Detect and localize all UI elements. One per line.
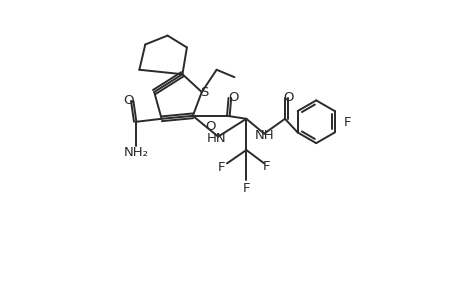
Text: F: F	[218, 161, 225, 174]
Text: NH: NH	[254, 129, 274, 142]
Text: O: O	[204, 120, 215, 133]
Text: F: F	[343, 116, 351, 130]
Text: O: O	[283, 91, 293, 103]
Text: O: O	[123, 94, 134, 107]
Text: NH₂: NH₂	[123, 146, 149, 159]
Text: F: F	[263, 160, 270, 173]
Text: HN: HN	[207, 132, 226, 145]
Text: S: S	[200, 86, 208, 99]
Text: O: O	[228, 91, 239, 104]
Text: F: F	[242, 182, 250, 194]
